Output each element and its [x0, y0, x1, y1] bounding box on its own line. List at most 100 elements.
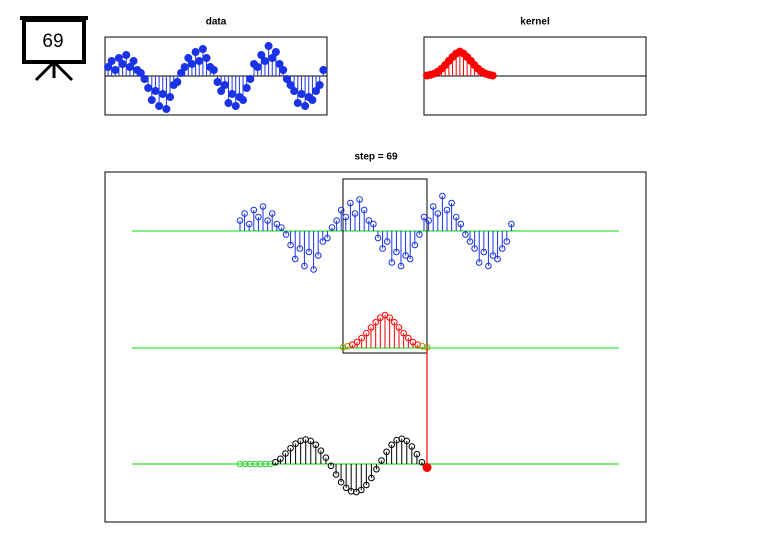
stem-marker	[373, 465, 380, 473]
stem-marker	[187, 60, 196, 68]
stem-marker	[312, 441, 320, 449]
stem-marker	[198, 45, 207, 53]
stem-marker	[319, 238, 327, 245]
stem-marker	[395, 324, 403, 331]
stem-marker	[111, 66, 120, 74]
chart-title: step = 69	[354, 152, 398, 163]
stem-marker	[365, 217, 373, 224]
stem-marker	[236, 217, 244, 224]
stem-marker	[173, 78, 182, 86]
stem-marker	[357, 486, 365, 494]
stem-marker	[246, 460, 254, 468]
stem-marker	[261, 460, 269, 468]
icon-leg	[52, 60, 74, 82]
stem-marker	[195, 57, 204, 65]
stem-marker	[363, 481, 370, 489]
stem-marker	[386, 314, 393, 321]
stem-marker	[191, 48, 200, 56]
stem-marker	[322, 454, 330, 462]
stem-marker	[151, 87, 160, 95]
stem-marker	[379, 245, 386, 252]
stem-marker	[273, 220, 281, 228]
stem-marker	[114, 54, 123, 62]
stem-marker	[147, 96, 156, 104]
stem-marker	[220, 81, 229, 89]
stem-marker	[136, 69, 145, 77]
stem-marker	[363, 329, 370, 337]
stem-marker	[202, 54, 211, 62]
stem-marker	[372, 318, 379, 326]
stem-marker	[282, 231, 290, 238]
stem-marker	[408, 443, 416, 450]
stem-marker	[391, 318, 398, 326]
stem-marker	[425, 217, 432, 224]
stem-marker	[217, 87, 226, 95]
stem-marker	[508, 220, 515, 228]
stem-marker	[429, 203, 437, 210]
stem-marker	[209, 66, 218, 74]
stem-marker	[297, 90, 306, 98]
stem-marker	[374, 234, 382, 242]
stem-marker	[246, 75, 255, 83]
stem-marker	[418, 458, 426, 466]
stem-marker	[337, 478, 345, 486]
stem-marker	[462, 231, 469, 238]
stem-marker	[268, 210, 276, 217]
stem-marker	[333, 217, 340, 224]
stem-marker	[231, 102, 240, 110]
stem-marker	[388, 259, 396, 266]
stem-marker	[383, 448, 390, 456]
stem-marker	[351, 210, 359, 217]
stem-marker	[314, 252, 322, 259]
stem-marker	[405, 334, 412, 342]
stem-marker	[397, 262, 405, 270]
stem-marker	[301, 102, 310, 110]
stem-marker	[315, 81, 324, 89]
stem-marker	[367, 324, 375, 331]
stem-marker	[457, 220, 465, 228]
stem-marker	[406, 255, 414, 263]
step-panel	[104, 171, 647, 523]
stem-marker	[337, 206, 345, 214]
stem-marker	[383, 238, 391, 245]
stem-marker	[368, 474, 375, 482]
stem-marker	[129, 57, 138, 65]
badge-icon: 69	[20, 16, 88, 82]
stem-marker	[400, 329, 407, 337]
stem-marker	[255, 213, 262, 221]
stem-marker	[498, 245, 506, 252]
stem-marker	[155, 102, 164, 110]
stem-marker	[271, 48, 280, 56]
stem-marker	[360, 206, 368, 214]
stem-marker	[275, 60, 284, 68]
stem-marker	[107, 57, 116, 65]
stem-marker	[140, 75, 149, 83]
stem-marker	[327, 462, 335, 470]
stem-marker	[328, 224, 336, 231]
stem-marker	[402, 252, 409, 259]
stem-marker	[224, 99, 233, 107]
stem-marker	[308, 96, 317, 104]
stem-marker	[260, 57, 269, 65]
stem-marker	[471, 245, 478, 252]
stem-marker	[342, 484, 350, 492]
stem-marker	[278, 224, 285, 231]
icon-leg	[34, 60, 56, 82]
stem-marker	[489, 252, 497, 259]
stem-marker	[291, 255, 299, 263]
stem-marker	[239, 96, 248, 104]
chart-title: data	[206, 17, 227, 28]
stem-marker	[378, 457, 385, 464]
stem-marker	[253, 63, 262, 71]
stem-marker	[287, 241, 294, 249]
stem-marker	[358, 334, 365, 342]
stem-marker	[158, 90, 167, 98]
stem-marker	[293, 99, 302, 107]
stem-marker	[180, 63, 189, 71]
stem-marker	[488, 71, 497, 80]
stem-marker	[166, 93, 175, 101]
kernel-window	[342, 178, 428, 354]
stem-marker	[332, 471, 340, 478]
